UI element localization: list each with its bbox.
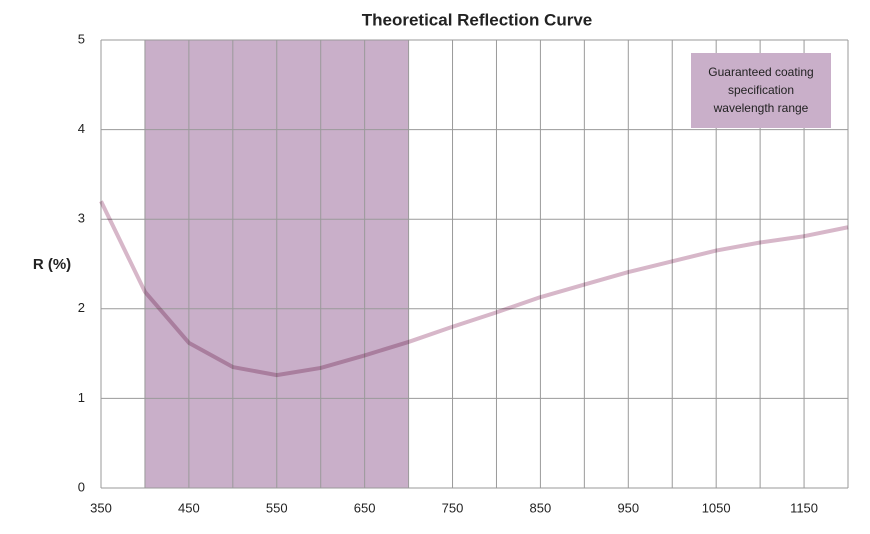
annotation-box (691, 53, 831, 128)
chart-title: Theoretical Reflection Curve (362, 10, 593, 29)
x-tick-label: 850 (530, 500, 552, 515)
x-tick-label: 950 (617, 500, 639, 515)
y-tick-label: 2 (78, 300, 85, 315)
annotation-text: Guaranteed coating (708, 65, 813, 79)
annotation-text: wavelength range (713, 101, 809, 115)
x-tick-label: 1050 (702, 500, 731, 515)
y-axis-label: R (%) (33, 256, 71, 273)
x-tick-label: 550 (266, 500, 288, 515)
y-tick-label: 5 (78, 31, 85, 46)
y-tick-label: 3 (78, 211, 85, 226)
annotation-text: specification (728, 83, 794, 97)
x-tick-label: 450 (178, 500, 200, 515)
x-tick-label: 750 (442, 500, 464, 515)
y-tick-label: 1 (78, 390, 85, 405)
x-tick-label: 1150 (790, 500, 818, 515)
x-tick-label: 650 (354, 500, 376, 515)
reflection-curve (99, 200, 849, 378)
y-tick-label: 4 (78, 121, 85, 136)
x-tick-label: 350 (90, 500, 112, 515)
y-tick-label: 0 (78, 479, 85, 494)
